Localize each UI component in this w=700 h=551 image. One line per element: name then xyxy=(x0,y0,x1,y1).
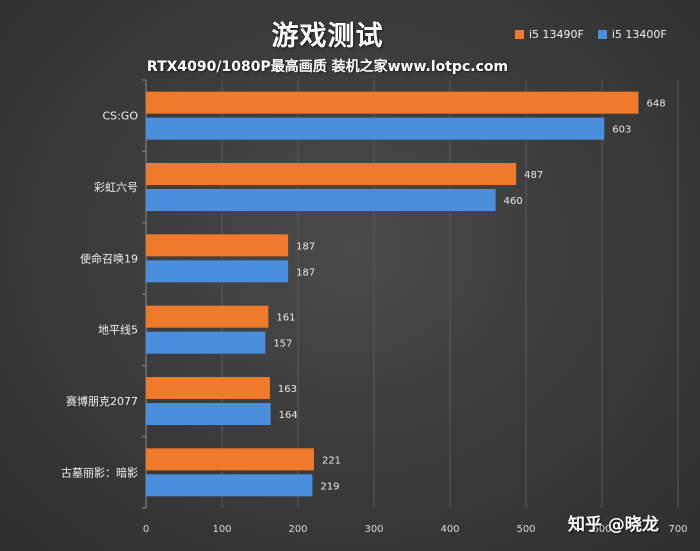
bar xyxy=(146,377,270,399)
data-label: 187 xyxy=(296,267,315,278)
x-tick-label: 0 xyxy=(143,524,149,535)
data-label: 221 xyxy=(322,455,341,466)
category-label: 地平线5 xyxy=(98,323,138,337)
legend-label-series-2: i5 13400F xyxy=(611,28,667,41)
data-label: 157 xyxy=(273,339,292,350)
x-tick-label: 300 xyxy=(364,524,383,535)
data-label: 219 xyxy=(320,481,339,492)
chart-title: 游戏测试 xyxy=(271,21,384,52)
x-tick-label: 100 xyxy=(212,524,231,535)
legend-item-series-1: i5 13490F xyxy=(515,28,584,41)
bar xyxy=(146,331,266,354)
legend: i5 13490F i5 13400F xyxy=(515,28,667,41)
legend-item-series-2: i5 13400F xyxy=(597,28,667,41)
bar xyxy=(146,260,289,283)
legend-swatch-series-2 xyxy=(597,30,607,39)
x-tick-label: 400 xyxy=(440,524,459,535)
data-label: 487 xyxy=(524,170,543,181)
x-tick-label: 200 xyxy=(288,524,307,535)
bar xyxy=(146,448,314,471)
legend-swatch-series-1 xyxy=(515,30,524,39)
bar xyxy=(146,117,605,140)
data-label: 460 xyxy=(504,196,523,207)
bar xyxy=(146,163,517,185)
legend-label-series-1: i5 13490F xyxy=(529,28,584,41)
category-label: 使命召唤19 xyxy=(80,251,138,265)
x-tick-label: 700 xyxy=(668,524,687,535)
category-label: 彩虹六号 xyxy=(94,181,138,194)
data-label: 648 xyxy=(646,99,665,110)
bar xyxy=(146,305,269,328)
watermark: 知乎 @晓龙 xyxy=(568,515,659,535)
chart-subtitle: RTX4090/1080P最高画质 装机之家www.lotpc.com xyxy=(146,59,509,75)
data-label: 163 xyxy=(278,384,297,395)
category-label: CS:GO xyxy=(102,110,138,123)
category-label: 古墓丽影：暗影 xyxy=(61,465,138,479)
bar xyxy=(146,234,289,257)
data-label: 164 xyxy=(279,410,298,421)
data-label: 161 xyxy=(276,313,295,324)
bar xyxy=(146,189,496,211)
bar xyxy=(146,474,313,497)
data-label: 187 xyxy=(296,241,315,252)
category-label: 赛博朋克2077 xyxy=(66,394,138,408)
bar xyxy=(146,403,271,425)
x-tick-label: 600 xyxy=(592,524,611,535)
x-tick-label: 500 xyxy=(516,524,535,535)
data-label: 603 xyxy=(612,125,631,136)
bar xyxy=(146,91,639,114)
